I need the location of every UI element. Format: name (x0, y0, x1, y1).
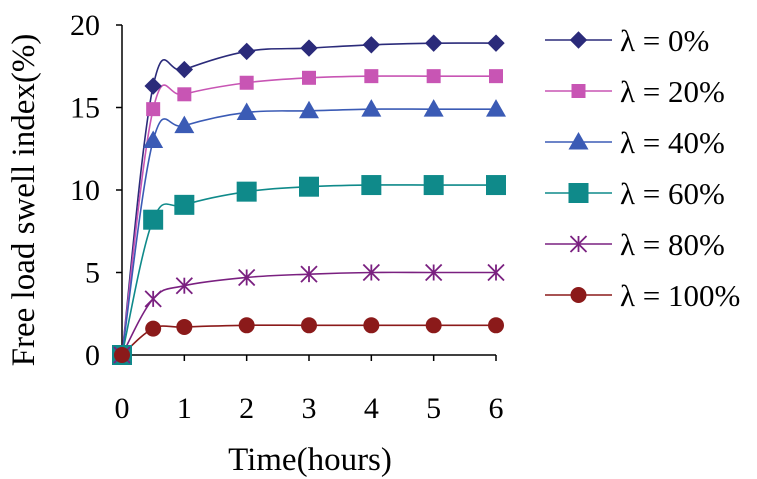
data-point (301, 317, 317, 334)
data-point (143, 130, 164, 148)
data-point (177, 87, 192, 102)
data-point (146, 102, 161, 117)
data-point (489, 69, 503, 84)
data-point (425, 263, 443, 282)
data-point (299, 176, 319, 197)
legend-entry: λ = 0% (545, 23, 709, 58)
x-tick-label: 1 (177, 392, 192, 425)
series-markers-4 (113, 263, 505, 364)
series-markers-3 (112, 175, 506, 365)
series-markers-5 (114, 317, 504, 363)
legend-marker (569, 31, 588, 49)
data-point (237, 42, 256, 61)
y-tick-label: 10 (70, 174, 100, 207)
x-tick-label: 6 (489, 392, 504, 425)
data-point (364, 69, 379, 84)
x-axis-title: Time(hours) (228, 442, 392, 478)
data-point (300, 39, 318, 57)
data-point (302, 70, 316, 85)
data-point (144, 290, 162, 308)
legend-label: λ = 20% (620, 74, 725, 109)
data-point (361, 99, 382, 117)
data-point (423, 99, 444, 117)
y-tick-label: 20 (70, 9, 100, 42)
data-point (424, 34, 443, 52)
data-point (426, 69, 441, 84)
data-point (300, 265, 318, 283)
x-tick-label: 4 (364, 392, 379, 425)
data-point (174, 194, 195, 215)
legend-entry: λ = 60% (545, 176, 725, 211)
data-point (486, 175, 506, 196)
series-layer (112, 34, 506, 365)
y-axis-title: Free load swell index(%) (6, 34, 42, 367)
data-point (299, 100, 319, 119)
data-point (239, 75, 254, 90)
legend-marker (570, 287, 587, 303)
data-point (238, 317, 255, 334)
legend-marker (571, 84, 586, 98)
y-tick-label: 0 (85, 339, 100, 372)
data-point (236, 102, 257, 120)
legend-entry: λ = 80% (545, 227, 725, 262)
data-point (486, 99, 506, 117)
legend: λ = 0% λ = 20% λ = 40% λ = 60% λ = 80% λ = 10… (545, 23, 740, 313)
y-tick-label: 15 (70, 92, 100, 125)
data-point (175, 277, 193, 295)
x-tick-label: 0 (115, 392, 130, 425)
series-4 (121, 271, 496, 356)
data-point (144, 77, 162, 95)
legend-label: λ = 60% (620, 176, 725, 211)
data-point (114, 347, 130, 363)
x-tick-label: 5 (426, 392, 441, 425)
data-point (238, 268, 256, 287)
data-point (175, 60, 194, 79)
y-tick-label: 5 (85, 257, 100, 290)
x-tick-label: 3 (302, 392, 317, 425)
data-point (236, 181, 257, 202)
legend-label: λ = 0% (620, 23, 709, 58)
data-point (145, 320, 162, 337)
data-point (362, 36, 381, 54)
data-point (488, 317, 504, 334)
series-line (121, 271, 496, 356)
legend-entry: λ = 20% (545, 74, 725, 109)
data-point (361, 175, 382, 196)
legend-marker (568, 132, 589, 150)
legend-entry: λ = 100% (545, 278, 740, 313)
legend-marker (568, 183, 589, 203)
data-point (423, 175, 444, 196)
data-point (176, 318, 193, 335)
data-point (425, 317, 442, 334)
legend-label: λ = 40% (620, 125, 725, 160)
data-point (362, 263, 380, 282)
legend-label: λ = 100% (620, 278, 740, 313)
data-point (143, 209, 164, 230)
data-point (174, 115, 195, 134)
data-point (363, 317, 380, 334)
x-tick-label: 2 (239, 392, 254, 425)
axes: 0 5 10 15 20 0 1 2 3 4 5 6 (70, 9, 504, 425)
data-point (487, 34, 505, 52)
data-point (487, 263, 505, 282)
legend-marker (569, 235, 588, 253)
legend-label: λ = 80% (620, 227, 725, 262)
legend-entry: λ = 40% (545, 125, 725, 160)
